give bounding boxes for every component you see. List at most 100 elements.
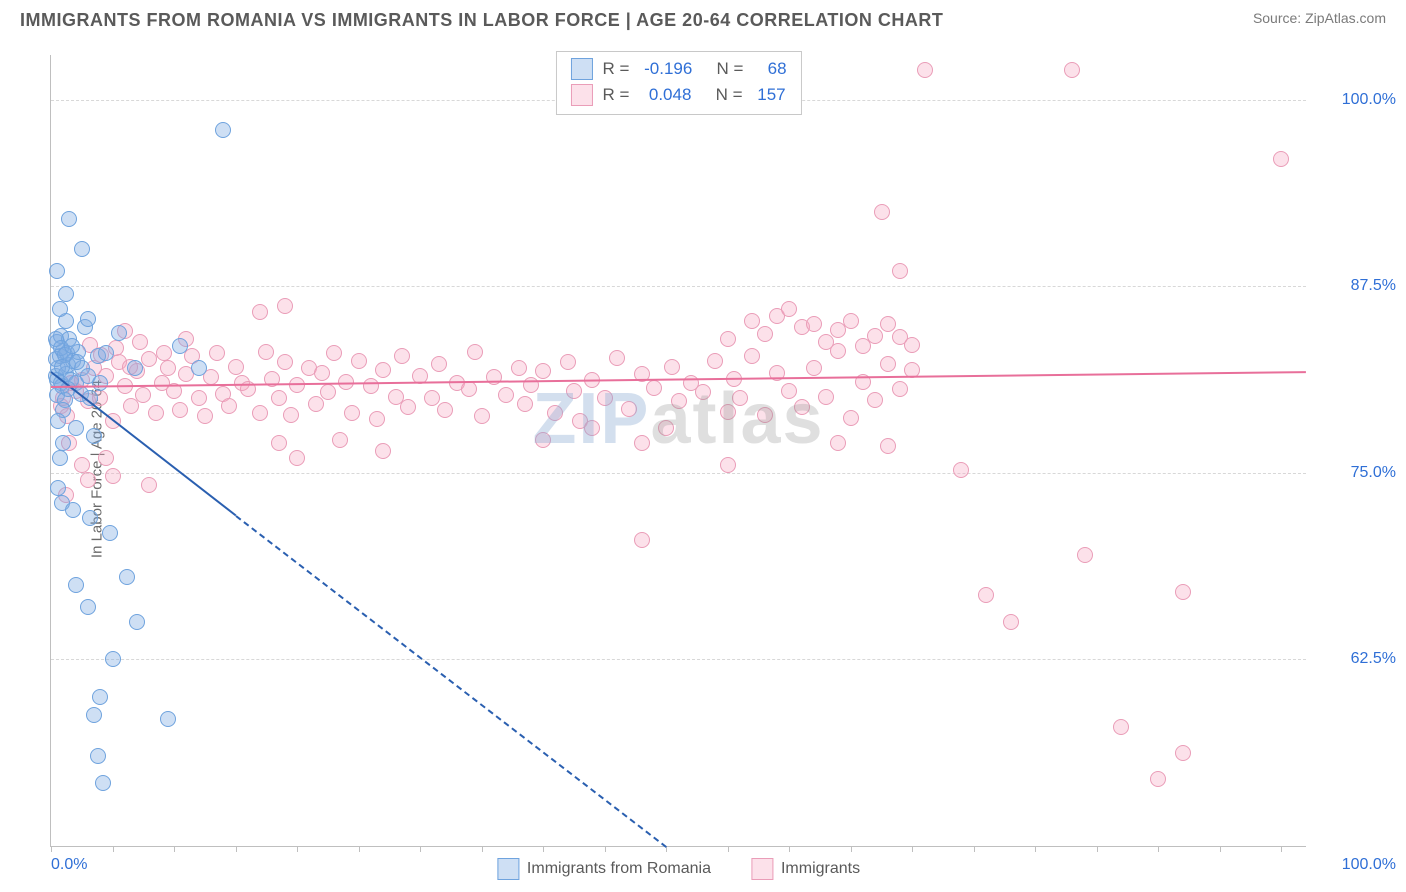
x-tick [1281, 846, 1282, 852]
data-point [320, 384, 336, 400]
data-point [917, 62, 933, 78]
data-point [58, 286, 74, 302]
data-point [658, 420, 674, 436]
x-tick [728, 846, 729, 852]
chart-area: In Labor Force | Age 20-64 R = -0.196 N … [0, 45, 1406, 892]
data-point [880, 356, 896, 372]
legend-r-label: R = [602, 85, 634, 105]
data-point [74, 241, 90, 257]
data-point [98, 345, 114, 361]
source-link[interactable]: ZipAtlas.com [1305, 10, 1386, 26]
data-point [129, 614, 145, 630]
data-point [1064, 62, 1080, 78]
data-point [64, 338, 80, 354]
data-point [127, 360, 143, 376]
data-point [498, 387, 514, 403]
data-point [326, 345, 342, 361]
legend-item-label-1: Immigrants [781, 860, 860, 878]
data-point [191, 390, 207, 406]
data-point [517, 396, 533, 412]
data-point [98, 450, 114, 466]
data-point [486, 369, 502, 385]
data-point [744, 313, 760, 329]
data-point [818, 389, 834, 405]
data-point [65, 502, 81, 518]
data-point [82, 510, 98, 526]
data-point [132, 334, 148, 350]
data-point [141, 351, 157, 367]
x-tick [1097, 846, 1098, 852]
data-point [61, 211, 77, 227]
header: IMMIGRANTS FROM ROMANIA VS IMMIGRANTS IN… [0, 0, 1406, 36]
x-tick [543, 846, 544, 852]
x-tick [1158, 846, 1159, 852]
data-point [68, 420, 84, 436]
legend-stats-row-0: R = -0.196 N = 68 [570, 56, 786, 82]
x-tick [851, 846, 852, 852]
data-point [351, 353, 367, 369]
x-tick [51, 846, 52, 852]
data-point [461, 381, 477, 397]
data-point [375, 443, 391, 459]
data-point [547, 405, 563, 421]
legend-item-1: Immigrants [751, 858, 860, 880]
data-point [308, 396, 324, 412]
x-tick [1035, 846, 1036, 852]
data-point [148, 405, 164, 421]
plot-area: R = -0.196 N = 68 R = 0.048 N = 157 ZIPa… [50, 55, 1306, 847]
trend-line-dashed [235, 515, 667, 848]
data-point [1273, 151, 1289, 167]
data-point [80, 599, 96, 615]
data-point [92, 375, 108, 391]
x-tick [912, 846, 913, 852]
data-point [566, 383, 582, 399]
data-point [215, 122, 231, 138]
data-point [584, 420, 600, 436]
data-point [1150, 771, 1166, 787]
x-tick [236, 846, 237, 852]
data-point [80, 311, 96, 327]
data-point [732, 390, 748, 406]
x-tick [297, 846, 298, 852]
data-point [634, 532, 650, 548]
data-point [720, 404, 736, 420]
data-point [252, 405, 268, 421]
legend-n-1: 157 [757, 85, 785, 105]
y-tick-label: 62.5% [1351, 650, 1396, 668]
data-point [953, 462, 969, 478]
data-point [646, 380, 662, 396]
x-tick [420, 846, 421, 852]
legend-swatch-1 [570, 84, 592, 106]
data-point [806, 360, 822, 376]
data-point [283, 407, 299, 423]
x-tick [974, 846, 975, 852]
data-point [1003, 614, 1019, 630]
data-point [68, 577, 84, 593]
data-point [50, 480, 66, 496]
data-point [1175, 745, 1191, 761]
data-point [535, 363, 551, 379]
data-point [830, 435, 846, 451]
data-point [49, 263, 65, 279]
data-point [74, 457, 90, 473]
data-point [867, 392, 883, 408]
data-point [511, 360, 527, 376]
data-point [55, 435, 71, 451]
data-point [978, 587, 994, 603]
data-point [156, 345, 172, 361]
data-point [664, 359, 680, 375]
legend-swatch-0 [570, 58, 592, 80]
legend-item-swatch-0 [497, 858, 519, 880]
data-point [560, 354, 576, 370]
y-tick-label: 100.0% [1342, 91, 1396, 109]
data-point [271, 435, 287, 451]
data-point [400, 399, 416, 415]
data-point [867, 328, 883, 344]
data-point [843, 313, 859, 329]
data-point [1175, 584, 1191, 600]
data-point [221, 398, 237, 414]
legend-stats-row-1: R = 0.048 N = 157 [570, 82, 786, 108]
data-point [369, 411, 385, 427]
data-point [86, 428, 102, 444]
data-point [695, 384, 711, 400]
